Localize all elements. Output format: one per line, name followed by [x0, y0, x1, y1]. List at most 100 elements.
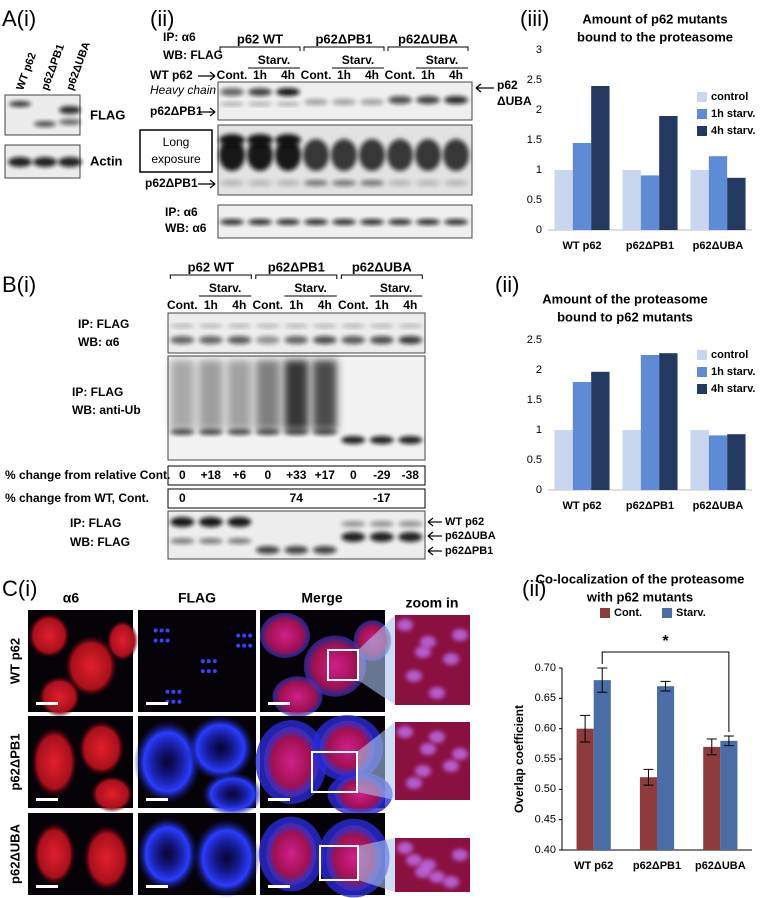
- starv-label: Starv.: [342, 53, 374, 67]
- band: [332, 99, 356, 105]
- lane-label: 4h: [403, 298, 417, 312]
- arrow-head: [475, 83, 482, 93]
- change-value: 74: [290, 491, 304, 505]
- cell: [201, 772, 264, 817]
- y-axis-label: Overlap coefficient: [512, 705, 526, 813]
- band: [248, 88, 272, 96]
- band: [59, 119, 81, 125]
- band: [416, 96, 440, 104]
- cell: [260, 613, 310, 658]
- column-header: Merge: [301, 590, 342, 606]
- dot: [165, 689, 170, 694]
- y-tick-label: 2.5: [527, 334, 542, 346]
- y-tick-label: 0.50: [535, 783, 556, 795]
- arrow-head: [209, 107, 216, 117]
- band: [341, 532, 366, 542]
- lane-label: 1h: [375, 298, 389, 312]
- band: [198, 324, 223, 328]
- arrow-head: [209, 71, 216, 81]
- row-label: p62ΔUBA: [7, 823, 22, 884]
- band: [398, 324, 423, 328]
- ip-label: IP: α6: [165, 205, 198, 219]
- zoom-blob: [420, 743, 436, 755]
- scale-bar: [146, 702, 168, 705]
- legend-swatch: [697, 367, 707, 377]
- blot: [167, 312, 426, 354]
- band: [276, 219, 300, 225]
- band: [220, 180, 244, 186]
- change-value: +17: [315, 468, 336, 482]
- lane-label: 4h: [281, 68, 295, 82]
- error-bar: [706, 738, 717, 756]
- annotation: *: [662, 633, 669, 650]
- zoom-box: [311, 751, 358, 793]
- legend-swatch: [697, 92, 707, 102]
- chart-title: bound to the proteasome: [577, 29, 733, 44]
- row-label: IP: FLAG: [78, 317, 129, 331]
- arrow-head: [427, 517, 434, 527]
- band: [255, 546, 280, 554]
- row-label: WB: FLAG: [70, 535, 130, 549]
- lane-label: Cont.: [252, 298, 283, 312]
- dot: [171, 689, 176, 694]
- bar: [554, 170, 573, 230]
- dot: [236, 633, 241, 638]
- group-header: p62 WT: [237, 31, 283, 46]
- y-tick-label: 0.55: [535, 753, 556, 765]
- dot: [171, 699, 176, 704]
- zoom-link: [357, 722, 395, 800]
- y-tick-label: 0.40: [535, 844, 556, 856]
- x-tick-label: p62ΔUBA: [693, 240, 744, 252]
- lane-label: 4h: [318, 298, 332, 312]
- significance-bracket: [601, 651, 730, 732]
- band: [227, 324, 252, 328]
- cell: [266, 822, 317, 886]
- zoom-blob: [406, 777, 422, 789]
- dot: [242, 633, 247, 638]
- dot: [242, 643, 247, 648]
- panel-label: (ii): [522, 576, 546, 601]
- zoom-blob: [420, 636, 436, 648]
- band: [443, 139, 469, 171]
- starv-label: Starv.: [258, 53, 290, 67]
- band: [341, 436, 366, 444]
- cell: [33, 822, 76, 886]
- y-tick-label: 0.60: [535, 723, 556, 735]
- zoom-blob: [443, 760, 459, 772]
- smear: [312, 360, 337, 430]
- band: [341, 324, 366, 328]
- y-tick-label: 0.70: [535, 662, 556, 674]
- bar: [690, 430, 709, 490]
- callout-text: Long: [163, 135, 190, 149]
- change-value: +18: [201, 468, 222, 482]
- band: [198, 336, 223, 344]
- lane-label: 4h: [232, 298, 246, 312]
- dot: [165, 638, 170, 643]
- wb-label: WB: FLAG: [163, 48, 223, 62]
- bar: [591, 371, 610, 490]
- band: [312, 336, 337, 344]
- band: [276, 102, 300, 106]
- blot-label: FLAG: [90, 107, 125, 122]
- lane-label: 1h: [204, 298, 218, 312]
- band: [360, 219, 384, 225]
- bar: [708, 156, 728, 230]
- change-value: +33: [286, 468, 307, 482]
- chart-title: Amount of the proteasome: [542, 291, 707, 306]
- cell: [192, 818, 261, 898]
- band: [304, 180, 328, 186]
- dot: [153, 628, 158, 633]
- change-value: -29: [373, 468, 391, 482]
- band: [369, 336, 394, 344]
- bar: [720, 740, 738, 850]
- zoom-link: [358, 838, 395, 892]
- group-header: p62ΔUBA: [352, 259, 413, 274]
- band: [198, 429, 223, 435]
- x-tick-label: WT p62: [562, 240, 601, 252]
- legend-swatch: [600, 608, 610, 618]
- smear: [227, 360, 252, 430]
- lane-label: 1h: [253, 68, 267, 82]
- legend-label: 1h starv.: [711, 366, 755, 378]
- smear: [198, 360, 223, 430]
- zoom-box: [327, 649, 359, 681]
